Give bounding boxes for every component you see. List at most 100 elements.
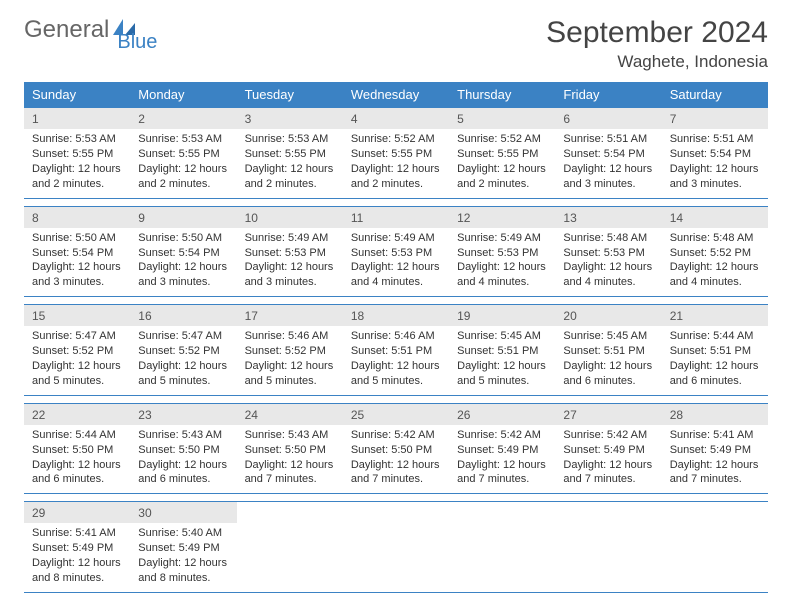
sunset-line: Sunset: 5:53 PM xyxy=(563,246,653,261)
sunset-line: Sunset: 5:49 PM xyxy=(563,443,653,458)
sunrise-line: Sunrise: 5:50 AM xyxy=(138,231,228,246)
sunset-line: Sunset: 5:54 PM xyxy=(563,147,653,162)
day-details: Sunrise: 5:43 AMSunset: 5:50 PMDaylight:… xyxy=(237,425,343,493)
calendar-day-cell: 25Sunrise: 5:42 AMSunset: 5:50 PMDayligh… xyxy=(343,403,449,494)
daylight-line: Daylight: 12 hours and 5 minutes. xyxy=(32,359,122,389)
day-details: Sunrise: 5:49 AMSunset: 5:53 PMDaylight:… xyxy=(237,228,343,296)
day-number: 20 xyxy=(555,305,661,326)
day-number: 19 xyxy=(449,305,555,326)
day-details: Sunrise: 5:40 AMSunset: 5:49 PMDaylight:… xyxy=(130,523,236,591)
sunrise-line: Sunrise: 5:48 AM xyxy=(563,231,653,246)
calendar-week-row: 15Sunrise: 5:47 AMSunset: 5:52 PMDayligh… xyxy=(24,305,768,396)
day-details: Sunrise: 5:43 AMSunset: 5:50 PMDaylight:… xyxy=(130,425,236,493)
calendar-day-cell: 24Sunrise: 5:43 AMSunset: 5:50 PMDayligh… xyxy=(237,403,343,494)
day-number: 18 xyxy=(343,305,449,326)
sunset-line: Sunset: 5:52 PM xyxy=(32,344,122,359)
day-details: Sunrise: 5:50 AMSunset: 5:54 PMDaylight:… xyxy=(24,228,130,296)
sunset-line: Sunset: 5:51 PM xyxy=(457,344,547,359)
daylight-line: Daylight: 12 hours and 2 minutes. xyxy=(351,162,441,192)
day-number: 13 xyxy=(555,207,661,228)
daylight-line: Daylight: 12 hours and 5 minutes. xyxy=(138,359,228,389)
day-details: Sunrise: 5:42 AMSunset: 5:49 PMDaylight:… xyxy=(555,425,661,493)
daylight-line: Daylight: 12 hours and 6 minutes. xyxy=(563,359,653,389)
day-details: Sunrise: 5:52 AMSunset: 5:55 PMDaylight:… xyxy=(343,129,449,197)
day-details: Sunrise: 5:45 AMSunset: 5:51 PMDaylight:… xyxy=(555,326,661,394)
sunset-line: Sunset: 5:51 PM xyxy=(351,344,441,359)
sunrise-line: Sunrise: 5:53 AM xyxy=(138,132,228,147)
calendar-day-cell: 15Sunrise: 5:47 AMSunset: 5:52 PMDayligh… xyxy=(24,305,130,396)
calendar-table: Sunday Monday Tuesday Wednesday Thursday… xyxy=(24,82,768,593)
daylight-line: Daylight: 12 hours and 3 minutes. xyxy=(138,260,228,290)
daylight-line: Daylight: 12 hours and 7 minutes. xyxy=(670,458,760,488)
daylight-line: Daylight: 12 hours and 2 minutes. xyxy=(32,162,122,192)
day-details: Sunrise: 5:53 AMSunset: 5:55 PMDaylight:… xyxy=(24,129,130,197)
day-number: 3 xyxy=(237,108,343,129)
day-details: Sunrise: 5:47 AMSunset: 5:52 PMDaylight:… xyxy=(130,326,236,394)
calendar-day-cell: 28Sunrise: 5:41 AMSunset: 5:49 PMDayligh… xyxy=(662,403,768,494)
month-title: September 2024 xyxy=(546,16,768,50)
sunset-line: Sunset: 5:50 PM xyxy=(32,443,122,458)
calendar-day-cell: 13Sunrise: 5:48 AMSunset: 5:53 PMDayligh… xyxy=(555,206,661,297)
daylight-line: Daylight: 12 hours and 7 minutes. xyxy=(351,458,441,488)
day-details: Sunrise: 5:49 AMSunset: 5:53 PMDaylight:… xyxy=(343,228,449,296)
daylight-line: Daylight: 12 hours and 6 minutes. xyxy=(32,458,122,488)
day-number: 4 xyxy=(343,108,449,129)
daylight-line: Daylight: 12 hours and 3 minutes. xyxy=(670,162,760,192)
calendar-day-cell: 22Sunrise: 5:44 AMSunset: 5:50 PMDayligh… xyxy=(24,403,130,494)
calendar-day-cell: 4Sunrise: 5:52 AMSunset: 5:55 PMDaylight… xyxy=(343,108,449,199)
day-header: Thursday xyxy=(449,82,555,108)
sunrise-line: Sunrise: 5:49 AM xyxy=(245,231,335,246)
calendar-day-cell: 21Sunrise: 5:44 AMSunset: 5:51 PMDayligh… xyxy=(662,305,768,396)
calendar-day-cell: 10Sunrise: 5:49 AMSunset: 5:53 PMDayligh… xyxy=(237,206,343,297)
day-number: 26 xyxy=(449,404,555,425)
day-number: 6 xyxy=(555,108,661,129)
day-details: Sunrise: 5:47 AMSunset: 5:52 PMDaylight:… xyxy=(24,326,130,394)
calendar-day-cell: 8Sunrise: 5:50 AMSunset: 5:54 PMDaylight… xyxy=(24,206,130,297)
sunset-line: Sunset: 5:50 PM xyxy=(138,443,228,458)
day-number: 21 xyxy=(662,305,768,326)
day-number: 11 xyxy=(343,207,449,228)
day-header: Tuesday xyxy=(237,82,343,108)
day-number: 8 xyxy=(24,207,130,228)
daylight-line: Daylight: 12 hours and 6 minutes. xyxy=(670,359,760,389)
sunrise-line: Sunrise: 5:51 AM xyxy=(670,132,760,147)
daylight-line: Daylight: 12 hours and 8 minutes. xyxy=(138,556,228,586)
day-details: Sunrise: 5:53 AMSunset: 5:55 PMDaylight:… xyxy=(130,129,236,197)
day-details: Sunrise: 5:48 AMSunset: 5:52 PMDaylight:… xyxy=(662,228,768,296)
sunset-line: Sunset: 5:51 PM xyxy=(670,344,760,359)
day-details: Sunrise: 5:48 AMSunset: 5:53 PMDaylight:… xyxy=(555,228,661,296)
day-details: Sunrise: 5:42 AMSunset: 5:49 PMDaylight:… xyxy=(449,425,555,493)
sunset-line: Sunset: 5:49 PM xyxy=(670,443,760,458)
day-number: 15 xyxy=(24,305,130,326)
week-spacer xyxy=(24,297,768,305)
calendar-day-cell: 5Sunrise: 5:52 AMSunset: 5:55 PMDaylight… xyxy=(449,108,555,199)
day-number: 29 xyxy=(24,502,130,523)
sunrise-line: Sunrise: 5:50 AM xyxy=(32,231,122,246)
sunset-line: Sunset: 5:49 PM xyxy=(457,443,547,458)
day-details: Sunrise: 5:45 AMSunset: 5:51 PMDaylight:… xyxy=(449,326,555,394)
calendar-body: 1Sunrise: 5:53 AMSunset: 5:55 PMDaylight… xyxy=(24,108,768,593)
sunrise-line: Sunrise: 5:52 AM xyxy=(351,132,441,147)
daylight-line: Daylight: 12 hours and 2 minutes. xyxy=(457,162,547,192)
week-spacer xyxy=(24,395,768,403)
day-details: Sunrise: 5:41 AMSunset: 5:49 PMDaylight:… xyxy=(24,523,130,591)
calendar-day-cell: 30Sunrise: 5:40 AMSunset: 5:49 PMDayligh… xyxy=(130,502,236,593)
day-number: 27 xyxy=(555,404,661,425)
calendar-week-row: 8Sunrise: 5:50 AMSunset: 5:54 PMDaylight… xyxy=(24,206,768,297)
day-number: 25 xyxy=(343,404,449,425)
sunrise-line: Sunrise: 5:49 AM xyxy=(351,231,441,246)
sunrise-line: Sunrise: 5:47 AM xyxy=(138,329,228,344)
day-number: 7 xyxy=(662,108,768,129)
sunset-line: Sunset: 5:54 PM xyxy=(670,147,760,162)
calendar-day-cell: 11Sunrise: 5:49 AMSunset: 5:53 PMDayligh… xyxy=(343,206,449,297)
sunset-line: Sunset: 5:55 PM xyxy=(32,147,122,162)
calendar-day-cell: 7 Sunrise: 5:51 AMSunset: 5:54 PMDaylight… xyxy=(662,108,768,199)
day-details: Sunrise: 5:51 AMSunset: 5:54 PMDaylight:… xyxy=(555,129,661,197)
sunrise-line: Sunrise: 5:46 AM xyxy=(245,329,335,344)
calendar-day-cell: 19Sunrise: 5:45 AMSunset: 5:51 PMDayligh… xyxy=(449,305,555,396)
calendar-day-cell: 6Sunrise: 5:51 AMSunset: 5:54 PMDaylight… xyxy=(555,108,661,199)
day-header: Monday xyxy=(130,82,236,108)
daylight-line: Daylight: 12 hours and 7 minutes. xyxy=(563,458,653,488)
daylight-line: Daylight: 12 hours and 2 minutes. xyxy=(245,162,335,192)
day-details: Sunrise: 5:46 AMSunset: 5:52 PMDaylight:… xyxy=(237,326,343,394)
